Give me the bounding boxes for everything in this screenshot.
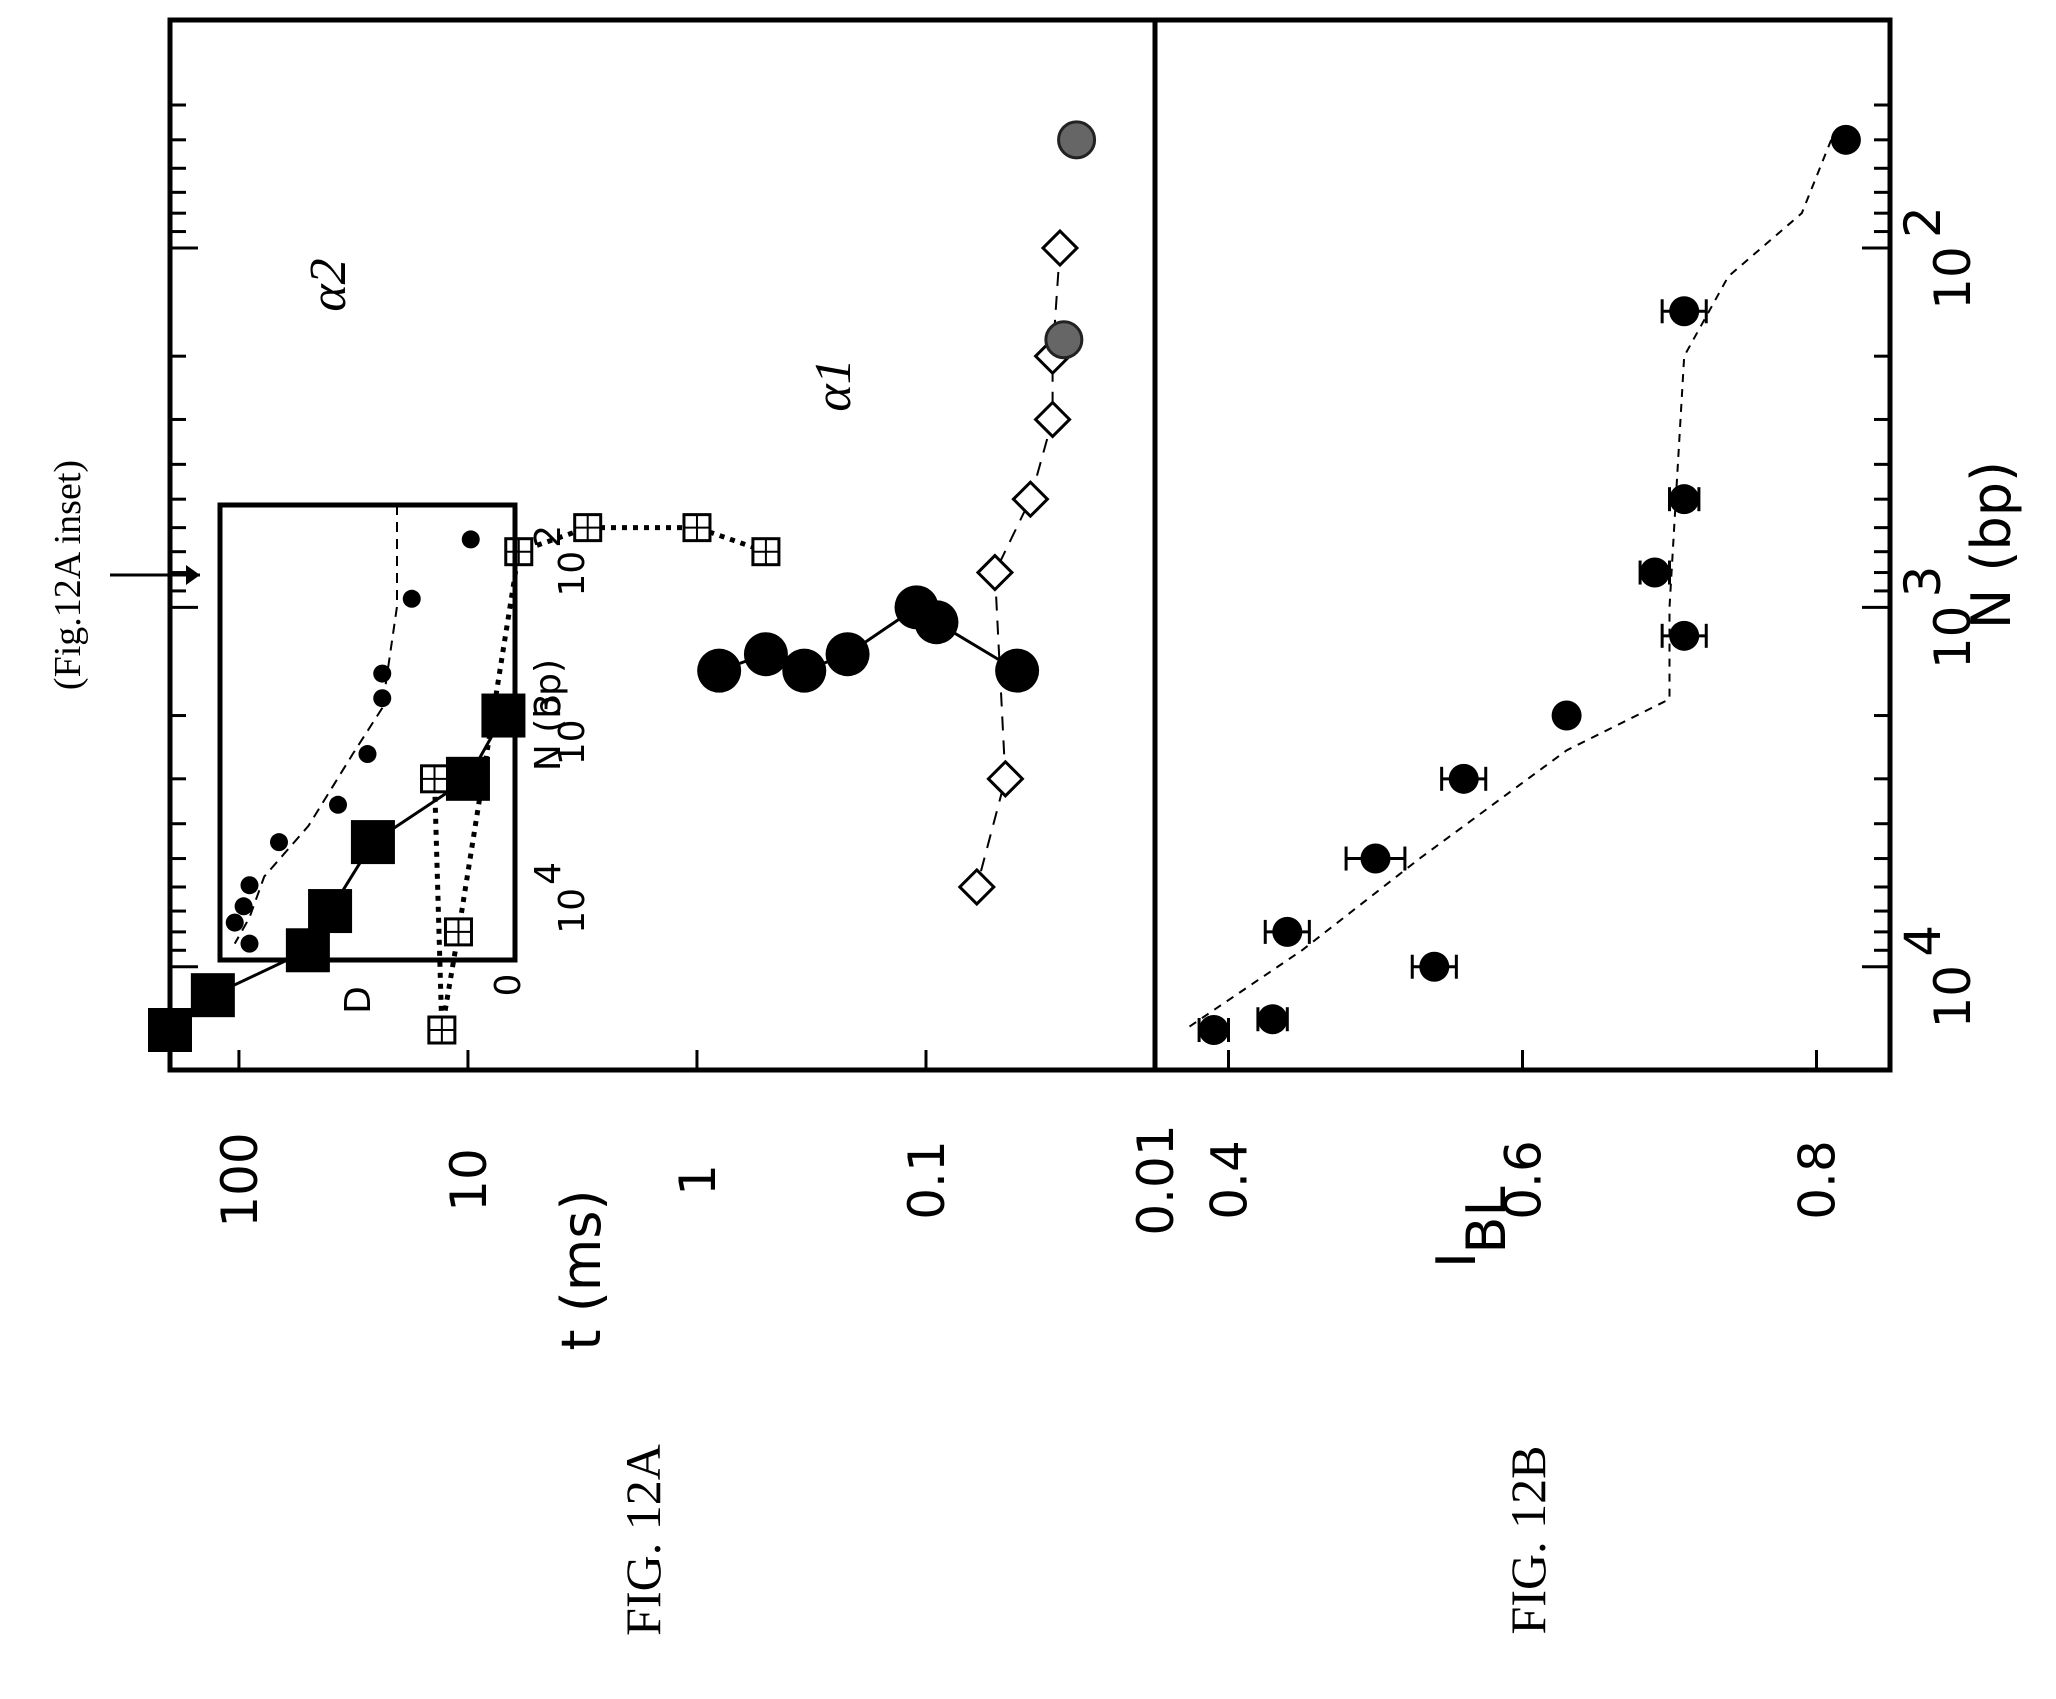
data-point-circle	[995, 648, 1040, 693]
inset-y-tick-label: 1	[193, 974, 234, 997]
tick-base: 10	[552, 719, 593, 765]
data-point-square	[308, 889, 353, 934]
panel-a-y-axis-label: t (ms)	[550, 1189, 613, 1350]
tick-base: 10	[552, 551, 593, 597]
panel-b-fit-line	[1183, 139, 1833, 1031]
panel-b-y-tick-label: 0.4	[1201, 1140, 1259, 1220]
data-point-circle	[1448, 763, 1479, 794]
data-point-square	[190, 973, 235, 1018]
inset-x-tick-label: 104	[528, 862, 593, 934]
inset-x-axis-label: N (bp)	[528, 659, 569, 771]
panel-b-x-tick-label: 102	[1894, 206, 1982, 310]
inset-y-tick-label: 0	[488, 974, 529, 997]
data-point-circle	[1669, 484, 1700, 515]
inset-data-point	[234, 897, 253, 916]
inset-x-tick-label: 102	[528, 525, 593, 597]
figure-label-12b: FIG. 12B	[1500, 1446, 1556, 1635]
data-point-square	[445, 756, 490, 801]
inset-data-point	[270, 833, 288, 852]
alpha1-annotation: α1	[805, 358, 862, 411]
inset-data-point	[329, 795, 347, 814]
inset-callout-arrowhead	[186, 565, 200, 585]
tick-base: 10	[1924, 246, 1982, 310]
data-point-gray-circle	[1057, 120, 1097, 160]
panel-a-y-tick-label: 0.01	[1127, 1124, 1185, 1235]
data-point-diamond	[975, 553, 1015, 592]
panel-b-x-tick-label: 103	[1894, 566, 1982, 670]
data-point-circle	[1669, 620, 1700, 651]
data-point-circle	[1198, 1015, 1229, 1045]
inset-data-point	[225, 913, 244, 932]
tick-base: 10	[1924, 965, 1982, 1029]
inset-callout-label: (Fig.12A inset)	[47, 460, 89, 690]
data-point-circle	[1419, 951, 1450, 982]
alpha2-annotation: α2	[300, 258, 357, 311]
panel-b-y-tick-label: 0.6	[1495, 1140, 1553, 1220]
inset-data-point	[461, 530, 480, 549]
data-point-circle	[1669, 296, 1700, 327]
tick-exponent: 2	[528, 525, 569, 548]
tick-exponent: 3	[1894, 566, 1952, 598]
inset-data-point	[402, 589, 421, 608]
panel-b-frame	[1152, 17, 1893, 1073]
data-point-square	[148, 1008, 192, 1052]
data-point-circle	[1360, 843, 1391, 874]
data-point-circle	[743, 632, 788, 677]
inset-data-point	[373, 689, 392, 708]
inset-fit-line	[233, 505, 398, 945]
tick-exponent: 4	[1894, 925, 1952, 957]
figure-label-12a: FIG. 12A	[615, 1444, 671, 1636]
data-point-diamond	[1033, 400, 1072, 439]
data-point-circle	[782, 648, 827, 693]
data-point-square	[285, 928, 330, 973]
panel-a-y-tick-label: 100	[211, 1132, 269, 1227]
data-point-diamond	[1040, 228, 1080, 268]
data-point-gray-circle	[1044, 320, 1084, 360]
data-point-circle	[1830, 124, 1861, 155]
data-point-square	[350, 820, 395, 865]
data-point-circle	[1639, 557, 1670, 588]
panel-b-y-axis-label: I	[1425, 1252, 1488, 1268]
inset-x-tick-label: 103	[528, 693, 593, 765]
data-point-circle	[1257, 1004, 1288, 1035]
inset-data-point	[240, 934, 259, 953]
panel-a-y-tick-label: 0.1	[898, 1140, 956, 1220]
data-point-circle	[1551, 700, 1582, 731]
data-point-square	[481, 693, 526, 738]
tick-exponent: 3	[528, 693, 569, 716]
panel-b-x-axis-label: N (bp)	[1960, 461, 2023, 629]
data-point-diamond	[986, 759, 1025, 798]
panel-b-x-tick-label: 104	[1894, 925, 1982, 1029]
panel-b-y-tick-label: 0.8	[1789, 1140, 1847, 1220]
inset-data-point	[240, 876, 259, 895]
data-point-circle	[1272, 916, 1303, 947]
data-point-diamond	[957, 867, 996, 907]
panel-a-y-tick-label: 1	[669, 1164, 727, 1196]
inset-frame	[217, 502, 518, 963]
inset-y-axis-label: D	[338, 986, 379, 1014]
tick-base: 10	[1924, 606, 1982, 670]
inset-data-point	[358, 745, 377, 764]
tick-base: 10	[552, 888, 593, 934]
data-point-circle	[894, 585, 939, 630]
panel-b-y-axis-subscript: BL	[1455, 1186, 1518, 1253]
data-point-circle	[697, 648, 742, 693]
tick-exponent: 2	[1894, 206, 1952, 238]
data-point-circle	[825, 632, 870, 677]
data-point-diamond	[1011, 480, 1050, 519]
panel-a-y-tick-label: 10	[440, 1148, 498, 1212]
tick-exponent: 4	[528, 862, 569, 885]
